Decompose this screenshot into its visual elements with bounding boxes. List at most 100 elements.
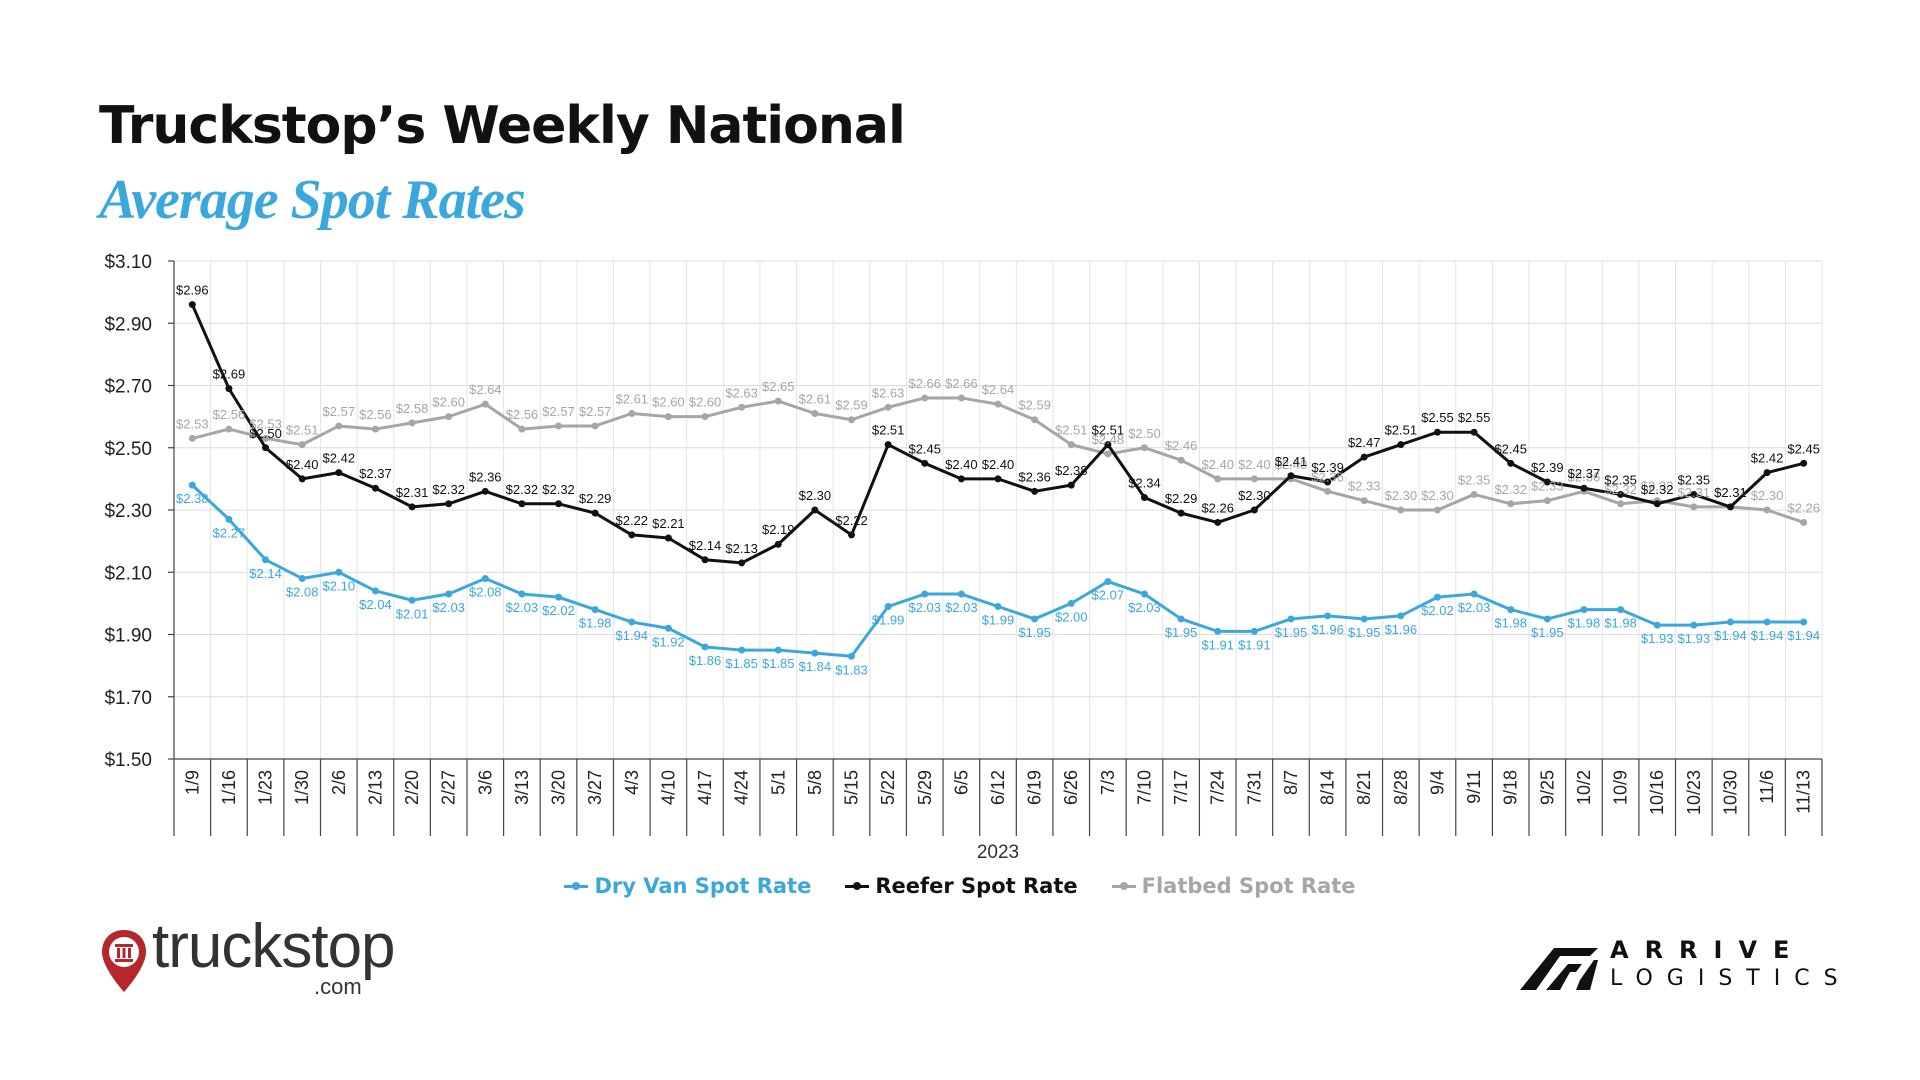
data-point	[1543, 478, 1551, 486]
x-tick-label: 2/6	[329, 770, 349, 795]
data-point	[1067, 441, 1075, 449]
x-tick-label: 10/16	[1647, 770, 1667, 815]
data-point	[555, 593, 563, 601]
legend-label: Flatbed Spot Rate	[1141, 874, 1356, 898]
data-label: $2.61	[799, 392, 832, 407]
data-point	[1214, 518, 1222, 526]
data-label: $2.56	[359, 407, 392, 422]
data-point	[1617, 490, 1625, 498]
data-label: $2.33	[1348, 479, 1381, 494]
data-point	[1250, 506, 1258, 514]
x-tick-label: 2/20	[402, 770, 422, 805]
data-point	[335, 422, 343, 430]
x-tick-label: 11/13	[1794, 770, 1814, 814]
data-label: $2.03	[432, 600, 465, 615]
data-label: $2.59	[835, 398, 868, 413]
data-point	[701, 556, 709, 564]
data-label: $2.34	[1128, 476, 1161, 491]
data-label: $2.39	[1311, 460, 1344, 475]
data-point	[664, 624, 672, 632]
data-point	[994, 602, 1002, 610]
x-tick-label: 7/10	[1134, 770, 1154, 805]
data-point	[445, 590, 453, 598]
data-label: $1.98	[1494, 616, 1527, 631]
data-point	[408, 503, 416, 511]
x-tick-label: 3/27	[585, 770, 605, 805]
data-point	[1287, 472, 1295, 480]
data-label: $2.48	[1092, 432, 1125, 447]
x-tick-label: 6/5	[951, 770, 971, 795]
legend-item: Dry Van Spot Rate	[564, 874, 811, 898]
x-tick-label: 2/27	[439, 770, 459, 805]
data-point	[1067, 599, 1075, 607]
data-label: $1.98	[1568, 616, 1601, 631]
data-label: $2.39	[1531, 460, 1564, 475]
data-label: $2.57	[542, 404, 575, 419]
data-point	[1324, 487, 1332, 495]
data-point	[848, 531, 856, 539]
data-label: $2.51	[1092, 423, 1125, 438]
data-point	[1433, 428, 1441, 436]
data-point	[518, 425, 526, 433]
data-point	[1177, 509, 1185, 517]
axes: $1.50 $1.70 $1.90 $2.10 $2.30 $2.50 $2.70 $2.90…	[104, 252, 1823, 863]
data-point	[774, 397, 782, 405]
data-label: $2.26	[1201, 500, 1234, 515]
data-point	[1507, 606, 1515, 614]
y-tick-label: $2.30	[104, 501, 152, 522]
data-point	[921, 459, 929, 467]
data-point	[1800, 518, 1808, 526]
data-label: $2.31	[396, 485, 429, 500]
data-label: $2.60	[689, 395, 722, 410]
data-label: $2.21	[652, 516, 685, 531]
data-label: $2.40	[945, 457, 978, 472]
x-tick-label: 6/26	[1061, 770, 1081, 805]
data-point	[262, 556, 270, 564]
data-point	[591, 422, 599, 430]
data-point	[262, 434, 270, 442]
x-tick-label: 4/17	[695, 770, 715, 805]
data-point	[371, 484, 379, 492]
data-label: $2.27	[213, 525, 246, 540]
data-label: $2.46	[1165, 438, 1198, 453]
x-tick-label: 9/11	[1464, 770, 1484, 804]
data-label: $2.38	[1055, 463, 1088, 478]
data-point	[1360, 497, 1368, 505]
data-point	[1617, 606, 1625, 614]
data-label: $2.63	[725, 385, 758, 400]
data-label: $2.60	[652, 395, 685, 410]
data-point	[481, 400, 489, 408]
data-point	[591, 509, 599, 517]
x-tick-label: 11/6	[1757, 770, 1777, 804]
data-point	[408, 419, 416, 427]
data-point	[445, 500, 453, 508]
data-label: $2.31	[1714, 485, 1747, 500]
truckstop-logo: truckstop .com	[100, 916, 420, 1022]
data-label: $1.95	[1348, 625, 1381, 640]
data-point	[1690, 621, 1698, 629]
data-label: $2.30	[1751, 488, 1784, 503]
data-label: $1.98	[1604, 616, 1637, 631]
data-point	[1067, 481, 1075, 489]
x-tick-label: 9/18	[1501, 770, 1521, 805]
data-label: $2.55	[1421, 410, 1454, 425]
data-label: $1.94	[1714, 628, 1747, 643]
y-tick-label: $3.10	[104, 252, 152, 273]
data-label: $2.31	[1678, 485, 1711, 500]
data-point	[1104, 578, 1112, 586]
series-lines	[188, 301, 1808, 660]
data-point	[1507, 459, 1515, 467]
data-label: $2.01	[396, 606, 429, 621]
data-label: $1.99	[982, 612, 1015, 627]
legend-label: Reefer Spot Rate	[875, 874, 1078, 898]
data-label: $2.65	[762, 379, 795, 394]
data-point	[1433, 506, 1441, 514]
x-tick-label: 7/31	[1244, 770, 1264, 805]
data-point	[1177, 456, 1185, 464]
data-point	[738, 403, 746, 411]
data-label: $2.19	[762, 522, 795, 537]
data-point	[957, 590, 965, 598]
data-label: $1.95	[1275, 625, 1308, 640]
arrive-wordmark: ARRIVE	[1610, 936, 1806, 964]
data-point	[188, 301, 196, 309]
